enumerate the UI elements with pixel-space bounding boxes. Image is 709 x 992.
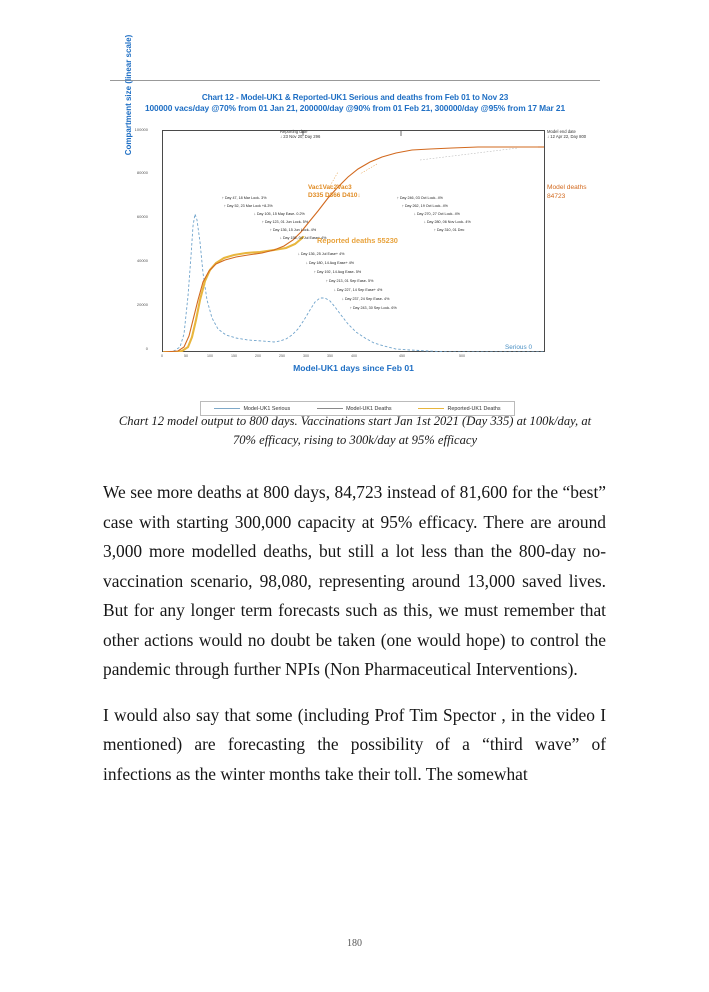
reporting-date-annotation: Reporting date ↓ 23 Nov 20, Day 296 [280, 129, 320, 140]
serious-annotation: Serious 0 [505, 344, 532, 351]
legend-swatch-reported-deaths [418, 408, 445, 409]
event-annotation: ↓ Day 270, 27 Oct Lock- 4% [414, 212, 460, 216]
event-annotation: ↑ Day 243, 30 Sep Lock- 6% [350, 306, 397, 310]
event-annotation: ↑ Day 310, 01 Dec [434, 228, 465, 232]
header-divider [110, 80, 600, 81]
plot-area: Compartment size (linear scale) 100000 8… [110, 35, 600, 416]
event-annotation: ↑ Day 123, 01 Jun Lock- 5% [262, 220, 309, 224]
y-tick-4: 20000 [136, 302, 148, 307]
legend-label-model-deaths: Model-UK1 Deaths [346, 405, 392, 412]
event-annotation: ↓ Day 105, 15 May Ease- 0.2% [254, 212, 305, 216]
vaccination-days: D335 D366 D410↓ [308, 192, 361, 199]
y-tick-3: 40000 [136, 258, 148, 263]
model-deaths-label: Model deaths [547, 184, 587, 191]
page-number: 180 [347, 938, 362, 949]
legend-item-serious: Model-UK1 Serious [214, 406, 290, 412]
y-tick-1: 80000 [136, 170, 148, 175]
body-text: We see more deaths at 800 days, 84,723 i… [103, 478, 606, 789]
model-end-label: Model end date [547, 129, 576, 134]
y-axis-label: Compartment size (linear scale) [124, 34, 133, 156]
plot-axes [162, 130, 544, 352]
x-axis-label: Model-UK1 days since Feb 01 [293, 363, 414, 373]
reporting-date-value: ↓ 23 Nov 20, Day 296 [280, 134, 321, 140]
model-deaths-value: 84723 [547, 192, 566, 200]
chart-title-line2: 100000 vacs/day @70% from 01 Jan 21, 200… [144, 103, 566, 113]
legend-label-serious: Model-UK1 Serious [243, 405, 291, 412]
y-tick-2: 60000 [136, 214, 148, 219]
plot-axis-top [162, 130, 545, 131]
model-end-annotation: Model end date ↓ 12 Apr 22, Day 800 [547, 129, 586, 140]
chart-figure: Chart 12 - Model-UK1 & Reported-UK1 Seri… [110, 35, 600, 416]
event-annotation: ↑ Day 136, 15 Jun Lock- 4% [270, 228, 317, 232]
x-axis-ticks: 0 50 100 150 200 250 300 350 400 450 500 [161, 354, 545, 362]
reporting-date-label: Reporting date [280, 129, 308, 134]
event-annotation: ↓ Day 237, 24 Sep Ease- 4% [342, 297, 390, 301]
legend-item-reported-deaths: Reported-UK1 Deaths [418, 405, 501, 412]
x-tick-7: 350 [327, 354, 333, 358]
event-annotation: ↓ Day 136, 25 Jul Ease+ 4% [298, 252, 345, 256]
event-annotation: ↓ Day 227, 14 Sep Ease+ 4% [334, 288, 383, 292]
x-tick-5: 250 [279, 354, 285, 358]
x-tick-8: 400 [351, 354, 357, 358]
event-annotation: ↑ Day 246, 03 Oct Lock- 4% [397, 196, 443, 200]
paragraph-2: I would also say that some (including Pr… [103, 704, 606, 784]
event-annotation: ↑ Day 47, 18 Mar Lock- 3% [222, 196, 267, 200]
x-tick-0: 0 [161, 354, 163, 358]
y-tick-0: 100000 [134, 127, 148, 132]
event-annotation: ↑ Day 262, 19 Oct Lock- 4% [402, 204, 448, 208]
figure-caption: Chart 12 model output to 800 days. Vacci… [118, 414, 592, 447]
paragraph-1: We see more deaths at 800 days, 84,723 i… [103, 482, 606, 679]
vaccination-label: Vac1Vac2Vac3 [308, 184, 352, 191]
x-tick-6: 300 [303, 354, 309, 358]
vaccination-annotation: Vac1Vac2Vac3 D335 D366 D410↓ [308, 184, 361, 200]
x-tick-4: 200 [255, 354, 261, 358]
event-annotation: ↑ Day 192, 14 Aug Ease- 5% [314, 270, 362, 274]
chart-title-line1: Chart 12 - Model-UK1 & Reported-UK1 Seri… [201, 93, 509, 102]
chart-legend: Model-UK1 Serious Model-UK1 Deaths Repor… [200, 401, 515, 416]
y-tick-5: 0 [145, 346, 148, 351]
x-tick-3: 150 [231, 354, 237, 358]
x-tick-1: 50 [184, 354, 188, 358]
model-end-value: ↓ 12 Apr 22, Day 800 [547, 134, 587, 140]
event-annotation: ↓ Day 180, 14 Aug Ease+ 4% [306, 261, 355, 265]
legend-swatch-model-deaths [317, 408, 344, 409]
x-tick-9: 450 [399, 354, 405, 358]
x-tick-2: 100 [207, 354, 213, 358]
chart-title: Chart 12 - Model-UK1 & Reported-UK1 Seri… [110, 92, 600, 114]
plot-axis-right [544, 130, 545, 352]
legend-item-model-deaths: Model-UK1 Deaths [317, 406, 392, 412]
event-annotation: ↑ Day 52, 23 Mar Lock +8-3% [224, 204, 273, 208]
legend-swatch-serious [214, 408, 241, 409]
chart-curves [162, 130, 544, 352]
event-annotation: ↑ Day 213, 01 Sep Ease- 5% [326, 279, 374, 283]
reported-deaths-annotation: Reported deaths 55230 [317, 236, 398, 245]
event-annotation: ↓ Day 155, 04 Jul Ease+ 4% [280, 236, 327, 240]
model-deaths-annotation: Model deaths 84723 [547, 184, 587, 201]
x-tick-10: 500 [459, 354, 465, 358]
event-annotation: ↓ Day 280, 06 Nov Lock- 4% [424, 220, 471, 224]
legend-label-reported-deaths: Reported-UK1 Deaths [447, 405, 501, 412]
